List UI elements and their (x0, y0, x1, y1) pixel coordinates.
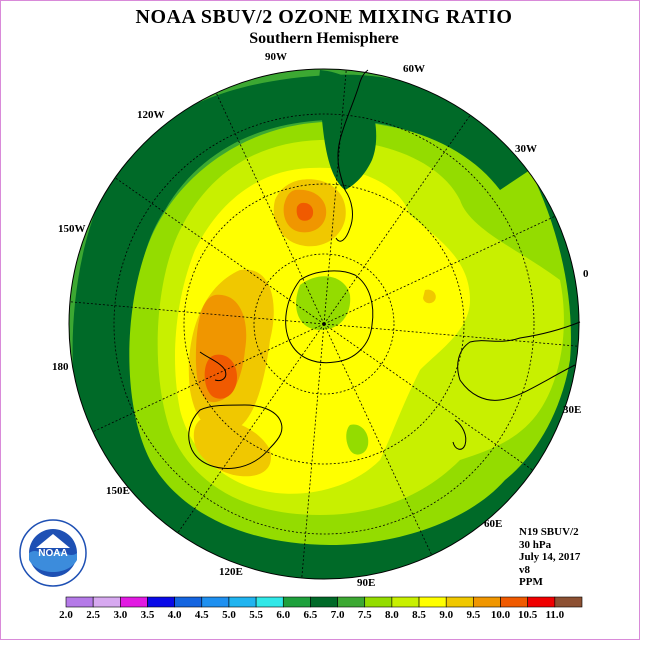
info-satellite: N19 SBUV/2 (519, 526, 579, 538)
band-9-0-c (193, 419, 271, 477)
noaa-logo: NOAA (19, 519, 87, 587)
patch-green-south (346, 424, 369, 455)
page-subtitle: Southern Hemisphere (249, 30, 399, 47)
meridian-line (69, 301, 325, 325)
meridian-line (301, 323, 325, 579)
meridian-line (177, 323, 325, 534)
info-units: PPM (519, 576, 543, 588)
meridian-line (323, 323, 433, 556)
ozone-field (69, 69, 579, 579)
meridian-line (92, 323, 325, 433)
band-10-0-b (296, 202, 314, 221)
latitude-circles (113, 113, 535, 535)
meridian-line (323, 69, 347, 325)
longitude-label: 90W (265, 51, 287, 63)
longitude-label: 0 (583, 268, 589, 280)
info-version: v8 (519, 563, 530, 576)
coastlines (188, 69, 581, 469)
meridian-line (323, 323, 534, 471)
meridian-line (323, 114, 471, 325)
band-10-0 (204, 354, 238, 399)
longitude-label: 150W (58, 223, 86, 235)
longitude-label: 30W (515, 143, 537, 155)
longitude-label: 150E (106, 485, 130, 497)
patch-green-center (296, 276, 351, 330)
meridian-line (323, 215, 556, 325)
longitude-label: 180 (52, 361, 69, 373)
longitude-label: 30E (563, 404, 581, 416)
logo-text: NOAA (38, 548, 67, 559)
longitude-label: 60W (403, 63, 425, 75)
info-level: 30 hPa (519, 538, 552, 551)
page-title: NOAA SBUV/2 OZONE MIXING RATIO (135, 6, 513, 28)
longitude-label: 120W (137, 109, 165, 121)
patch-dark-green-sa (319, 70, 377, 190)
figure-frame (0, 0, 640, 640)
meridian-line (215, 92, 325, 325)
longitude-labels: 90W 60W 30W 0 30E 60E 90E 120E 150E 180 150W 120W (52, 51, 589, 589)
meridian-line (114, 177, 325, 325)
info-date: July 14, 2017 (519, 551, 581, 563)
globe-outline (68, 68, 580, 580)
longitude-label: 90E (357, 577, 375, 589)
longitude-label: 120E (219, 566, 243, 578)
meridian-line (323, 323, 579, 347)
patch-orange-east (423, 289, 436, 304)
info-block: N19 SBUV/2 30 hPa July 14, 2017 v8 PPM (519, 526, 580, 589)
longitude-label: 60E (484, 518, 502, 530)
meridian-lines (69, 69, 579, 579)
